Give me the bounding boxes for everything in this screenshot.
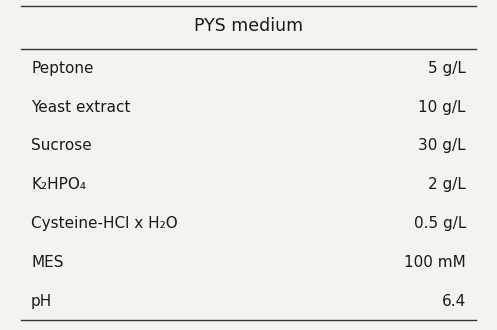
Text: Cysteine-HCl x H₂O: Cysteine-HCl x H₂O — [31, 216, 178, 231]
Text: 30 g/L: 30 g/L — [418, 138, 466, 153]
Text: 0.5 g/L: 0.5 g/L — [414, 216, 466, 231]
Text: 2 g/L: 2 g/L — [428, 177, 466, 192]
Text: 100 mM: 100 mM — [404, 255, 466, 270]
Text: PYS medium: PYS medium — [194, 17, 303, 35]
Text: 5 g/L: 5 g/L — [428, 61, 466, 76]
Text: MES: MES — [31, 255, 64, 270]
Text: pH: pH — [31, 293, 52, 309]
Text: 6.4: 6.4 — [442, 293, 466, 309]
Text: 10 g/L: 10 g/L — [418, 100, 466, 115]
Text: Peptone: Peptone — [31, 61, 93, 76]
Text: K₂HPO₄: K₂HPO₄ — [31, 177, 86, 192]
Text: Sucrose: Sucrose — [31, 138, 92, 153]
Text: Yeast extract: Yeast extract — [31, 100, 131, 115]
